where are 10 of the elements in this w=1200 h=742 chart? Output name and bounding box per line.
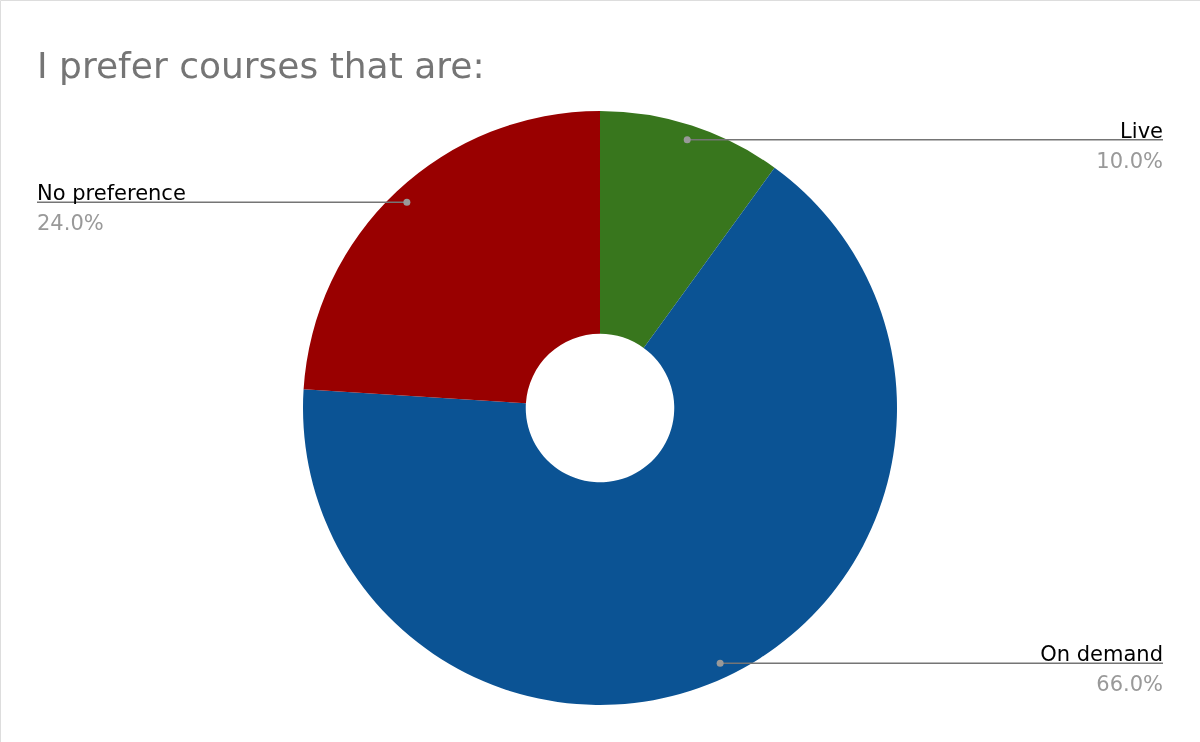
slice-label: No preference [37,181,186,206]
data-label: 10.0% [1096,148,1163,173]
data-label: 24.0% [37,211,104,236]
donut-slice [303,167,897,705]
chart-title: I prefer courses that are: [37,45,485,86]
data-label: 66.0% [1096,672,1163,697]
donut-slice [303,111,600,404]
donut-slice [600,111,775,348]
slice-label: Live [1120,118,1163,143]
slice-label: On demand [1040,642,1163,667]
